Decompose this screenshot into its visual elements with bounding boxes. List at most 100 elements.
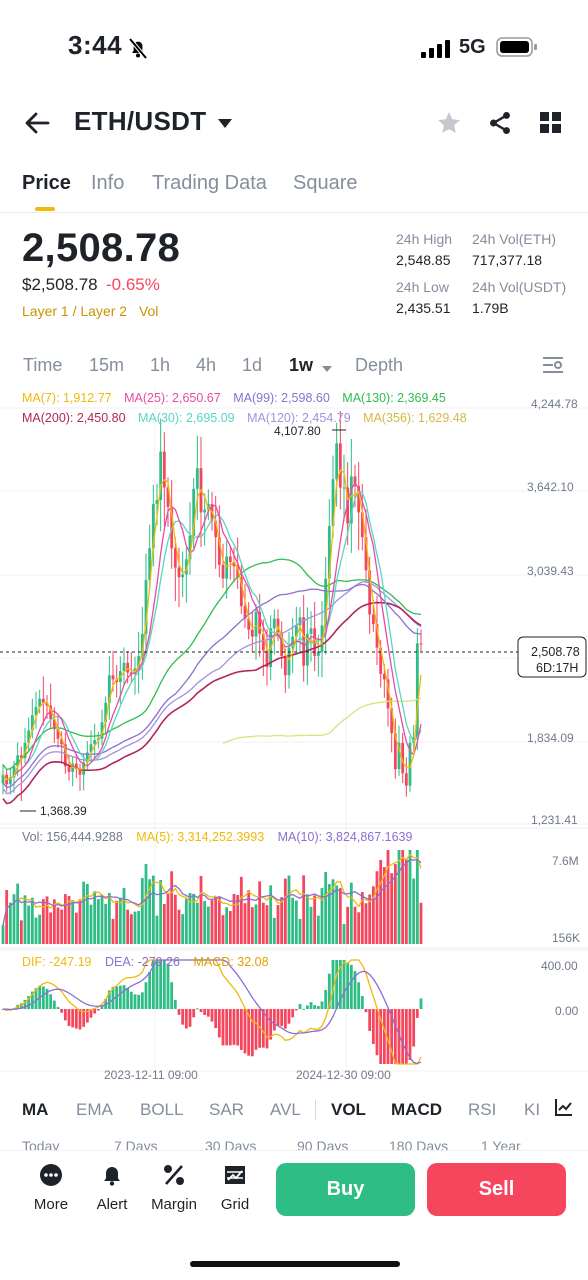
macd-histogram-bar (210, 1009, 214, 1022)
timeframe-time[interactable]: Time (23, 355, 63, 375)
volume-bar (408, 850, 412, 944)
macd-histogram-bar (239, 1009, 243, 1050)
macd-histogram-bar (401, 1009, 405, 1064)
tag-layer[interactable]: Layer 1 / Layer 2 (22, 303, 128, 319)
macd-histogram-bar (320, 1001, 324, 1009)
candle-body (331, 479, 335, 527)
candle-body (335, 443, 339, 480)
back-arrow-icon[interactable] (24, 110, 50, 141)
category-tags[interactable]: Layer 1 / Layer 2 Vol (22, 303, 158, 319)
candle-body (184, 559, 188, 575)
volume-bar (170, 871, 174, 944)
tab-trading-data[interactable]: Trading Data (152, 172, 267, 194)
macd-histogram-bar (63, 1009, 67, 1021)
timeframe-1h[interactable]: 1h (150, 355, 171, 375)
candle-body (96, 738, 100, 741)
macd-histogram-bar (276, 1009, 280, 1026)
macd-histogram-bar (335, 960, 339, 1009)
macd-histogram-bar (368, 1009, 372, 1031)
volume-axis-label: 156K (552, 931, 580, 945)
timeframe-1w[interactable]: 1w (289, 355, 314, 375)
macd-histogram-bar (60, 1009, 64, 1013)
indicator-ma[interactable]: MA (22, 1100, 49, 1119)
volume-bar (261, 902, 265, 944)
macd-histogram-bar (305, 1005, 309, 1009)
indicator-sar[interactable]: SAR (209, 1100, 244, 1119)
candle-body (342, 487, 346, 489)
ma25-line (2, 482, 422, 781)
candle-body (221, 564, 225, 579)
indicator-ema[interactable]: EMA (76, 1100, 113, 1119)
indicator-rsi[interactable]: RSI (468, 1100, 497, 1119)
volume-bar (192, 893, 196, 944)
candle-body (8, 777, 12, 785)
vol-legend: Vol: 156,444.9288 (22, 830, 123, 844)
candle-body (162, 451, 166, 488)
caret-down-icon[interactable] (322, 360, 332, 378)
star-icon[interactable] (436, 110, 462, 141)
indicator-boll[interactable]: BOLL (140, 1100, 184, 1119)
timeframe-depth[interactable]: Depth (355, 355, 404, 375)
volume-bar (412, 878, 416, 944)
macd-histogram-bar (184, 1009, 188, 1029)
alert-button[interactable]: Alert (82, 1163, 142, 1213)
candle-body (148, 548, 152, 580)
macd-histogram-bar (364, 1009, 368, 1013)
volume-bar (298, 918, 302, 944)
macd-histogram-bar (173, 1000, 177, 1009)
candle-body (404, 773, 408, 786)
macd-histogram-bar (313, 1005, 317, 1009)
macd-histogram-bar (327, 973, 331, 1009)
tag-vol[interactable]: Vol (138, 303, 159, 319)
candle-body (368, 570, 372, 615)
volume-bar (210, 900, 214, 944)
macd-histogram-bar (181, 1009, 185, 1025)
candle-body (217, 537, 221, 565)
timeframe-1d[interactable]: 1d (242, 355, 263, 375)
more-button[interactable]: More (21, 1163, 81, 1213)
indicator-vol[interactable]: VOL (331, 1100, 366, 1119)
tab-square[interactable]: Square (293, 172, 358, 194)
macd-histogram-bar (41, 986, 45, 1009)
volume-bar (335, 885, 339, 944)
indicator-avl[interactable]: AVL (270, 1100, 301, 1119)
macd-histogram-bar (331, 960, 335, 1009)
candle-body (357, 486, 361, 513)
price-axis-label: 3,039.43 (527, 564, 574, 578)
caret-down-icon[interactable] (218, 116, 232, 134)
timeframe-4h[interactable]: 4h (196, 355, 217, 375)
indicator-settings-icon[interactable] (555, 1098, 573, 1121)
buy-button[interactable]: Buy (276, 1163, 415, 1216)
volume-bar (390, 873, 394, 944)
indicator-kdj[interactable]: KI (524, 1100, 541, 1119)
bell-icon (104, 1167, 120, 1186)
candlestick-chart[interactable]: 4,107.80 1,368.39 2,508.78 6D:17H 4,244.… (0, 388, 588, 1082)
macd-histogram-bar (390, 1009, 394, 1064)
volume-bar (41, 899, 45, 944)
share-icon[interactable] (487, 110, 513, 141)
tab-info[interactable]: Info (91, 172, 125, 194)
volume-bar (228, 911, 232, 944)
macd-histogram-bar (19, 1003, 23, 1009)
macd-histogram-bar (272, 1009, 276, 1031)
high-mark-label: 4,107.80 (274, 424, 321, 438)
candle-body (287, 647, 291, 676)
macd-histogram-bar (324, 989, 328, 1009)
margin-button[interactable]: Margin (144, 1163, 204, 1213)
volume-bar (122, 888, 126, 944)
trading-pair-title[interactable]: ETH/USDT (74, 106, 207, 136)
grid-button[interactable]: Grid (205, 1163, 265, 1213)
candle-body (78, 769, 82, 775)
indicator-macd[interactable]: MACD (391, 1100, 442, 1119)
chart-settings-icon[interactable] (543, 356, 565, 379)
volume-bar (166, 892, 170, 944)
grid-menu-icon[interactable] (540, 112, 562, 139)
candle-body (155, 499, 159, 505)
ma99-line (2, 583, 422, 789)
candle-body (408, 742, 412, 786)
macd-histogram-bar (177, 1009, 181, 1015)
sell-button[interactable]: Sell (427, 1163, 566, 1216)
timeframe-15m[interactable]: 15m (89, 355, 125, 375)
tab-price[interactable]: Price (22, 172, 71, 194)
volume-bar (419, 902, 423, 944)
